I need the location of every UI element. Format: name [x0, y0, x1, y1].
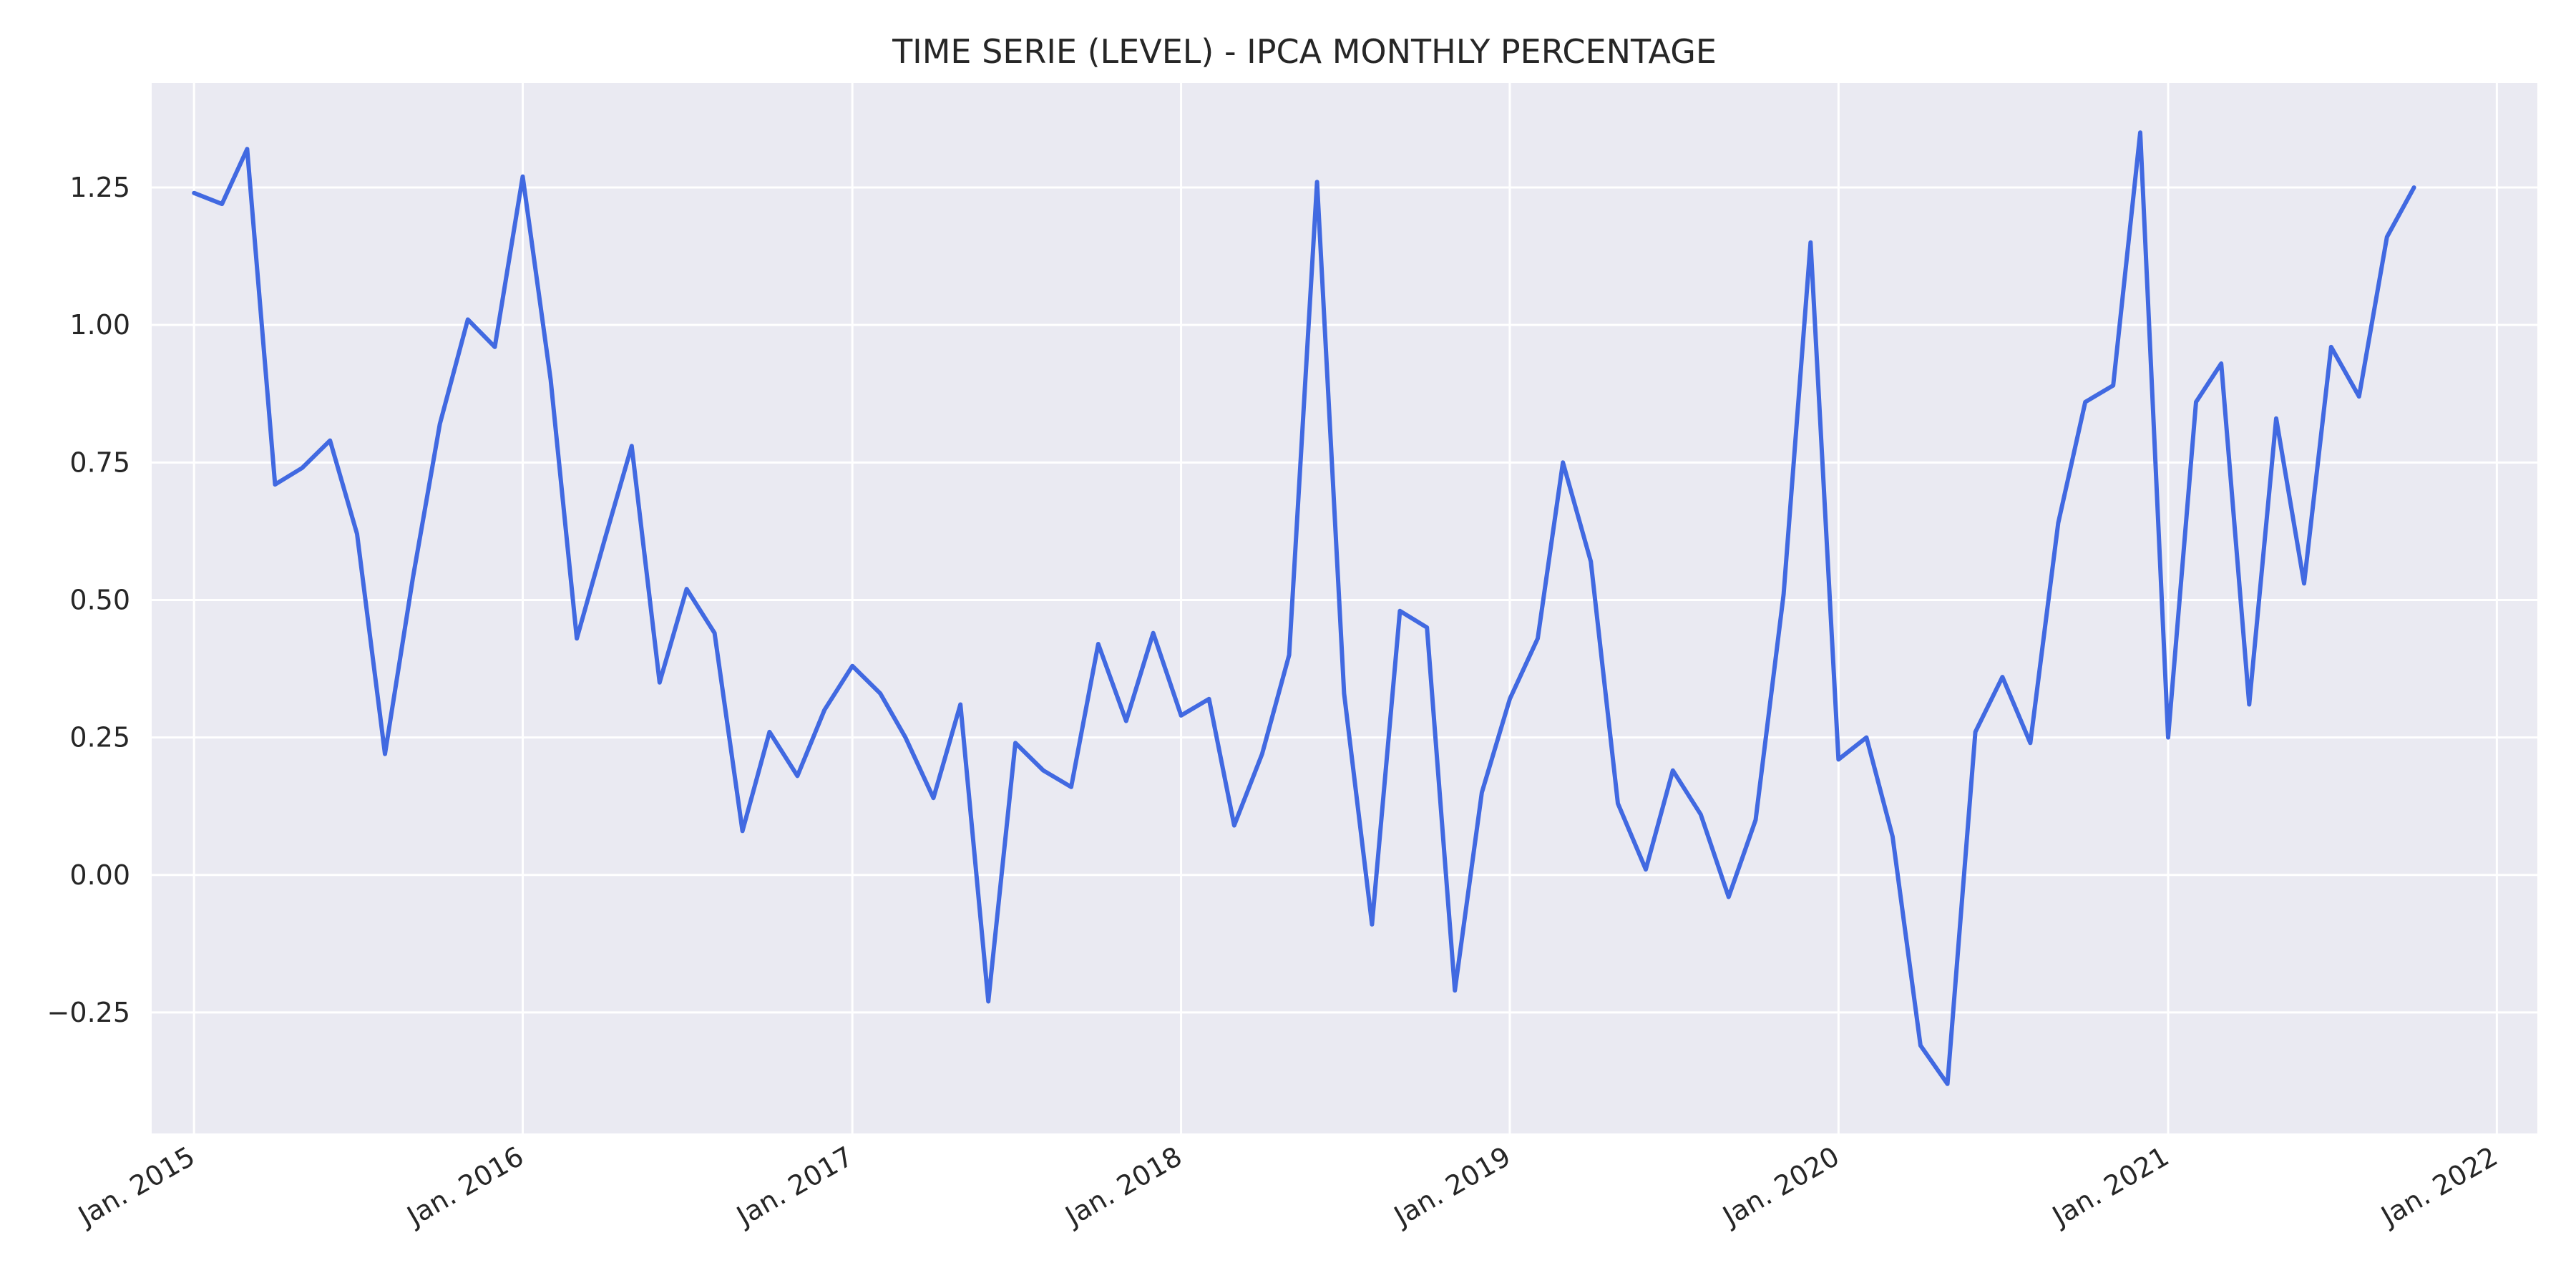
x-tick-label: Jan. 2018 [1059, 1141, 1187, 1233]
plot-area [152, 83, 2537, 1133]
series-line [192, 130, 2416, 1086]
y-tick-label: 0.75 [69, 447, 130, 478]
grid-lines [152, 83, 2537, 1133]
x-tick-label: Jan. 2017 [731, 1141, 859, 1233]
y-tick-label: 1.25 [69, 172, 130, 203]
series-layer [192, 130, 2416, 1086]
y-tick-label: 1.00 [69, 309, 130, 341]
y-tick-label: 0.25 [69, 722, 130, 753]
chart-title: TIME SERIE (LEVEL) - IPCA MONTHLY PERCEN… [892, 32, 1717, 71]
x-tick-label: Jan. 2020 [1717, 1141, 1845, 1233]
x-tick-label: Jan. 2022 [2375, 1141, 2503, 1233]
x-tick-label: Jan. 2019 [1387, 1141, 1516, 1233]
y-tick-label: −0.25 [47, 997, 130, 1028]
y-axis-ticks: −0.25 0.00 0.25 0.50 0.75 1.00 1.25 [47, 172, 130, 1028]
y-tick-label: 0.00 [69, 859, 130, 891]
y-tick-label: 0.50 [69, 584, 130, 615]
x-tick-label: Jan. 2021 [2046, 1141, 2174, 1233]
x-tick-label: Jan. 2015 [72, 1141, 200, 1233]
x-tick-label: Jan. 2016 [401, 1141, 529, 1233]
x-axis-ticks: Jan. 2015 Jan. 2016 Jan. 2017 Jan. 2018 Jan.… [72, 1141, 2503, 1233]
